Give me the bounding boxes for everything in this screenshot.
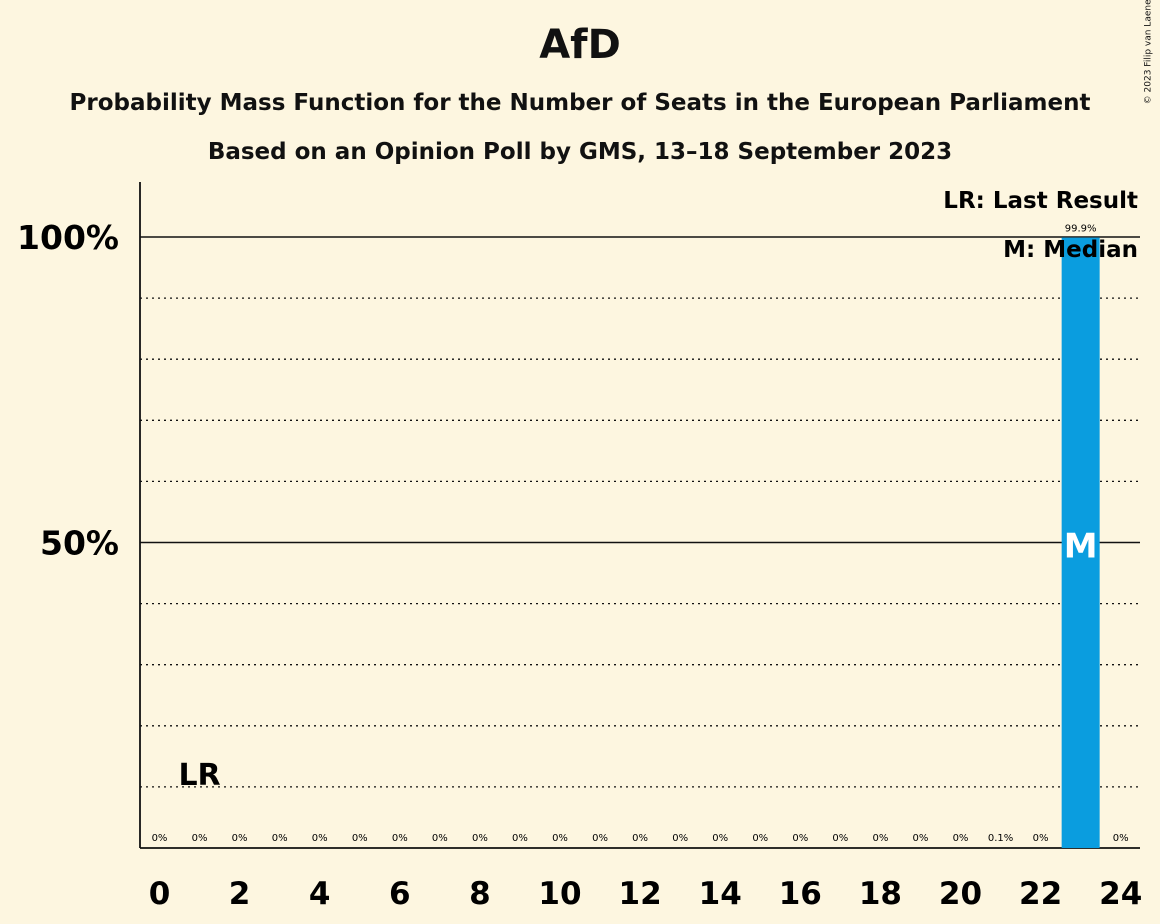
chart-subtitle-poll: Based on an Opinion Poll by GMS, 13–18 S… [207,139,953,165]
x-tick-label: 14 [699,876,742,912]
legend-last-result: LR: Last Result [943,188,1138,214]
bar-value-label: 0% [272,833,288,844]
bar-value-label: 0% [832,833,848,844]
bar-value-label: 0% [1033,833,1049,844]
x-tick-label: 18 [859,876,902,912]
bar-value-label: 0% [392,833,408,844]
bar-value-label: 0% [192,833,208,844]
bar-value-label: 0% [752,833,768,844]
chart-subtitle: Probability Mass Function for the Number… [69,90,1091,116]
x-tick-label: 12 [619,876,662,912]
bar-value-label: 0% [512,833,528,844]
x-tick-label: 2 [229,876,251,912]
chart-title: AfD [539,22,621,68]
x-tick-label: 24 [1099,876,1142,912]
x-tick-label: 22 [1019,876,1062,912]
bar-value-label: 0% [792,833,808,844]
bar [1061,237,1100,849]
bar-value-label: 0% [953,833,969,844]
legend-median: M: Median [1003,237,1138,263]
x-tick-label: 4 [309,876,331,912]
x-tick-label: 20 [939,876,982,912]
x-tick-label: 8 [469,876,491,912]
bar-value-label: 0% [152,833,168,844]
bar-value-label: 0% [312,833,328,844]
bar-value-label: 99.9% [1065,224,1097,235]
bar-value-label: 0% [872,833,888,844]
x-tick-label: 0 [149,876,171,912]
bar-value-label: 0% [913,833,929,844]
bar-value-label: 0% [712,833,728,844]
bar-value-label: 0% [472,833,488,844]
bar-value-label: 0% [592,833,608,844]
y-tick-label: 100% [17,218,119,257]
median-marker: M [1064,527,1098,567]
y-tick-label: 50% [40,524,119,563]
bar-value-label: 0.1% [988,833,1013,844]
bar-value-label: 0% [1113,833,1129,844]
last-result-marker: LR [178,758,220,793]
bar-value-label: 0% [432,833,448,844]
bar-value-label: 0% [672,833,688,844]
x-tick-label: 6 [389,876,411,912]
x-tick-label: 16 [779,876,822,912]
bar-value-label: 0% [552,833,568,844]
x-tick-label: 10 [538,876,581,912]
bar-value-label: 0% [232,833,248,844]
bar-value-label: 0% [632,833,648,844]
bar-value-label: 0% [352,833,368,844]
